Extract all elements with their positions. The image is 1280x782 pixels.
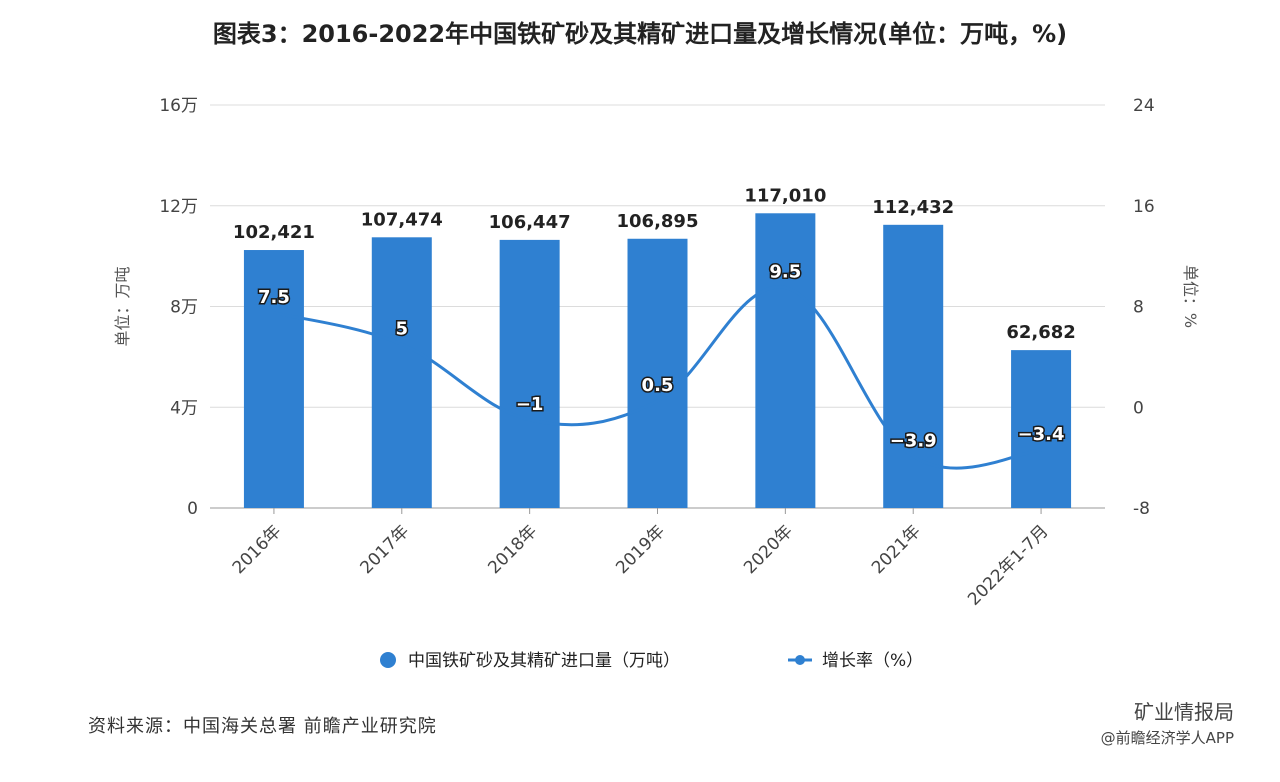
y-right-tick-label: 8 bbox=[1133, 298, 1144, 318]
x-tick-label: 2019年 bbox=[612, 521, 669, 578]
combo-chart: 0 4万 8万 12万 16万 -8 0 8 16 24 单位：万吨 单位：% 2016年 2017年 20… bbox=[113, 96, 1200, 671]
watermark: 矿业情报局 @前瞻经济学人APP bbox=[1101, 696, 1234, 748]
source-note: 资料来源：中国海关总署 前瞻产业研究院 bbox=[88, 716, 437, 737]
bar bbox=[371, 237, 432, 508]
y-left-tick-label: 0 bbox=[187, 499, 198, 519]
watermark-line2: @前瞻经济学人APP bbox=[1100, 729, 1234, 747]
legend-line-label: 增长率（%） bbox=[822, 651, 923, 671]
line-data-label: −3.9 bbox=[890, 430, 937, 451]
y-right-tick-label: -8 bbox=[1133, 499, 1150, 519]
bar bbox=[755, 213, 816, 508]
y-left-axis-title: 单位：万吨 bbox=[113, 266, 132, 346]
bar bbox=[1011, 350, 1072, 508]
bar-data-label: 107,474 bbox=[361, 209, 443, 230]
y-right-tick-label: 24 bbox=[1133, 96, 1155, 116]
y-left-tick-label: 4万 bbox=[170, 398, 198, 418]
bar bbox=[499, 239, 560, 509]
y-left-tick-label: 16万 bbox=[159, 96, 198, 116]
y-right-tick-label: 16 bbox=[1133, 197, 1155, 217]
chart-title: 图表3：2016-2022年中国铁矿砂及其精矿进口量及增长情况(单位：万吨，%) bbox=[212, 20, 1068, 48]
line-data-label: −3.4 bbox=[1018, 424, 1065, 445]
legend-line-marker bbox=[795, 655, 805, 665]
growth-rate-line bbox=[273, 285, 1042, 470]
x-tick-label: 2016年 bbox=[229, 521, 286, 578]
bar-data-label: 102,421 bbox=[233, 222, 315, 243]
line-data-label: 5 bbox=[396, 318, 409, 339]
y-left-tick-label: 12万 bbox=[159, 197, 198, 217]
y-right-tick-label: 0 bbox=[1133, 398, 1144, 418]
bar-data-label: 106,895 bbox=[617, 211, 699, 232]
legend-bar-label: 中国铁矿砂及其精矿进口量（万吨） bbox=[408, 651, 680, 671]
line-data-label: 0.5 bbox=[642, 375, 674, 396]
watermark-line1: 矿业情报局 bbox=[1134, 700, 1234, 724]
line-data-label: 9.5 bbox=[769, 262, 801, 283]
x-tick-label: 2021年 bbox=[868, 521, 925, 578]
x-tick-label: 2018年 bbox=[484, 521, 541, 578]
y-left-tick-label: 8万 bbox=[170, 298, 198, 318]
bar bbox=[243, 250, 304, 508]
bar-data-label: 117,010 bbox=[744, 185, 826, 206]
x-tick-label: 2022年1-7月 bbox=[964, 521, 1052, 609]
bar bbox=[883, 224, 944, 509]
bar bbox=[627, 238, 688, 508]
line-data-label: 7.5 bbox=[258, 287, 290, 308]
line-data-label: −1 bbox=[516, 394, 544, 415]
y-right-axis-title: 单位：% bbox=[1181, 265, 1200, 328]
bar-data-label: 112,432 bbox=[872, 197, 954, 218]
bar-data-label: 106,447 bbox=[489, 212, 571, 233]
x-tick-label: 2020年 bbox=[740, 521, 797, 578]
legend-bar-swatch bbox=[380, 652, 396, 668]
x-tick-label: 2017年 bbox=[357, 521, 414, 578]
bar-data-label: 62,682 bbox=[1006, 322, 1075, 343]
